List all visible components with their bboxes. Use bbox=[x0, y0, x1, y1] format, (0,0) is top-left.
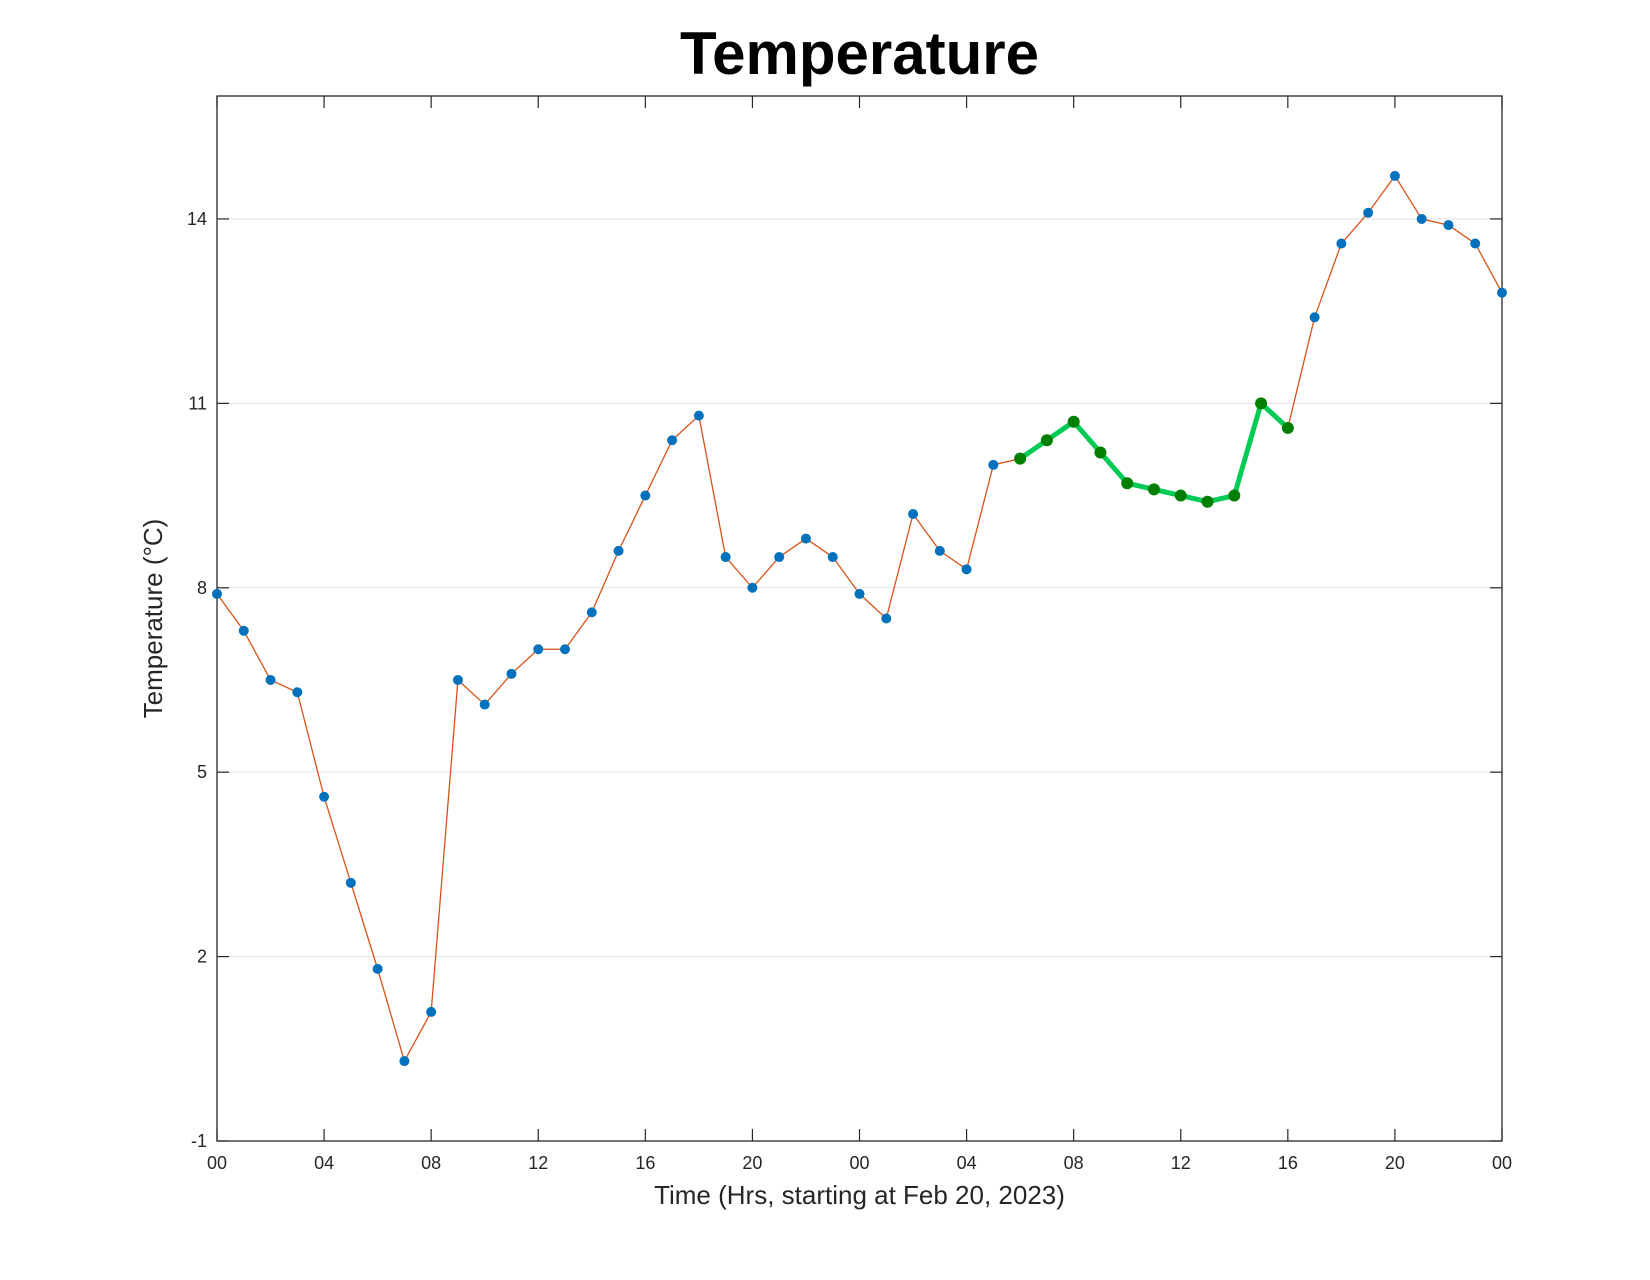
data-point bbox=[372, 963, 383, 974]
data-point bbox=[533, 644, 544, 655]
data-point bbox=[988, 459, 999, 470]
data-point bbox=[1067, 415, 1080, 428]
y-tick-label: 8 bbox=[197, 578, 207, 598]
x-tick-label: 00 bbox=[207, 1153, 227, 1173]
x-tick-label: 12 bbox=[1171, 1153, 1191, 1173]
data-point bbox=[1497, 287, 1507, 298]
y-tick-label: 11 bbox=[188, 393, 207, 413]
x-tick-label: 08 bbox=[1064, 1153, 1084, 1173]
data-point bbox=[934, 545, 945, 556]
series-line-0 bbox=[216, 175, 1503, 1062]
data-point bbox=[1309, 312, 1320, 323]
data-point bbox=[426, 1006, 437, 1017]
data-point bbox=[506, 668, 517, 679]
data-point bbox=[1201, 495, 1214, 508]
data-point bbox=[265, 674, 276, 685]
data-point bbox=[1121, 477, 1134, 490]
tick-labels: -1 2 5 8 11 14 00 04 08 12 16 20 00 04 08 12 16 20 00 bbox=[187, 209, 1512, 1173]
data-point bbox=[238, 625, 249, 636]
data-point bbox=[292, 687, 303, 698]
data-point bbox=[1281, 421, 1294, 434]
data-point bbox=[1228, 489, 1241, 502]
x-tick-label: 16 bbox=[1278, 1153, 1298, 1173]
plot-frame bbox=[216, 95, 1503, 1142]
data-point bbox=[961, 564, 972, 575]
data-point bbox=[1174, 489, 1187, 502]
data-point bbox=[800, 533, 811, 544]
axes bbox=[216, 95, 1503, 1142]
data-point bbox=[345, 877, 356, 888]
data-point bbox=[1416, 213, 1427, 224]
data-point bbox=[747, 582, 758, 593]
x-tick-label: 16 bbox=[635, 1153, 655, 1173]
x-tick-label: 00 bbox=[1492, 1153, 1512, 1173]
x-tick-label: 08 bbox=[421, 1153, 441, 1173]
data-point bbox=[720, 552, 731, 563]
x-tick-label: 20 bbox=[1385, 1153, 1405, 1173]
data-point bbox=[399, 1056, 410, 1067]
x-axis-label: Time (Hrs, starting at Feb 20, 2023) bbox=[654, 1180, 1065, 1210]
data-point bbox=[479, 699, 490, 710]
x-tick-label: 00 bbox=[849, 1153, 869, 1173]
y-tick-label: 2 bbox=[197, 947, 207, 967]
data-point bbox=[640, 490, 651, 501]
data-point bbox=[1443, 220, 1454, 231]
x-tick-label: 04 bbox=[314, 1153, 334, 1173]
data-point bbox=[774, 552, 785, 563]
data-point bbox=[854, 588, 865, 599]
data-point bbox=[1094, 446, 1107, 459]
x-tick-label: 20 bbox=[742, 1153, 762, 1173]
y-tick-label: 5 bbox=[197, 762, 207, 782]
chart-title: Temperature bbox=[680, 20, 1039, 87]
y-axis-label: Temperature (°C) bbox=[138, 519, 168, 719]
data-point bbox=[1470, 238, 1481, 249]
data-point bbox=[908, 509, 919, 519]
data-point bbox=[1363, 207, 1374, 218]
data-point bbox=[881, 613, 892, 624]
data-point bbox=[319, 791, 330, 802]
data-point bbox=[212, 588, 222, 599]
data-point bbox=[693, 410, 704, 421]
data-point bbox=[667, 435, 678, 446]
data-point bbox=[1336, 238, 1347, 249]
y-tick-label: 14 bbox=[187, 209, 207, 229]
data-point bbox=[827, 552, 838, 563]
data-point bbox=[452, 674, 463, 685]
data-point bbox=[1255, 397, 1268, 410]
data-point bbox=[1014, 452, 1027, 465]
data-point bbox=[613, 545, 624, 556]
data-point bbox=[560, 644, 571, 655]
series-layer bbox=[212, 170, 1507, 1067]
x-tick-label: 04 bbox=[957, 1153, 977, 1173]
y-tick-label: -1 bbox=[191, 1131, 207, 1151]
data-point bbox=[1389, 170, 1400, 181]
data-point bbox=[1147, 483, 1160, 496]
grid-lines bbox=[217, 218, 1502, 958]
x-tick-label: 12 bbox=[528, 1153, 548, 1173]
data-point bbox=[586, 607, 597, 618]
data-point bbox=[1040, 434, 1053, 447]
